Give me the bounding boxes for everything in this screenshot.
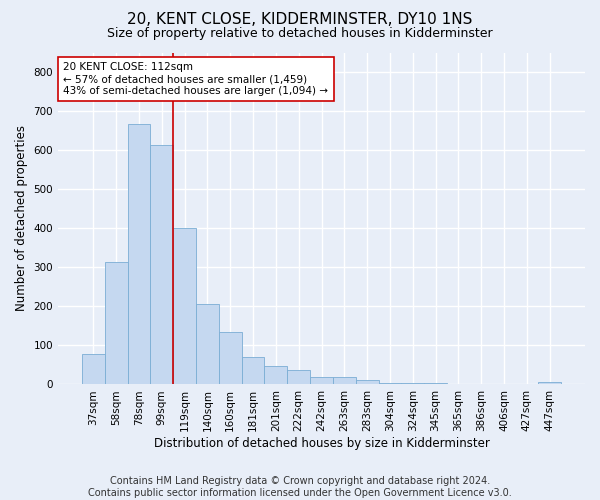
Bar: [105, 262, 128, 384]
Bar: [242, 357, 265, 384]
Bar: [173, 228, 196, 384]
Bar: [401, 382, 424, 384]
Bar: [128, 124, 151, 384]
Bar: [538, 382, 561, 384]
X-axis label: Distribution of detached houses by size in Kidderminster: Distribution of detached houses by size …: [154, 437, 490, 450]
Text: Size of property relative to detached houses in Kidderminster: Size of property relative to detached ho…: [107, 28, 493, 40]
Bar: [151, 144, 173, 384]
Bar: [379, 382, 401, 384]
Bar: [424, 382, 447, 384]
Bar: [287, 370, 310, 384]
Bar: [265, 366, 287, 384]
Bar: [333, 376, 356, 384]
Text: 20, KENT CLOSE, KIDDERMINSTER, DY10 1NS: 20, KENT CLOSE, KIDDERMINSTER, DY10 1NS: [127, 12, 473, 28]
Bar: [310, 376, 333, 384]
Y-axis label: Number of detached properties: Number of detached properties: [15, 126, 28, 312]
Text: Contains HM Land Registry data © Crown copyright and database right 2024.
Contai: Contains HM Land Registry data © Crown c…: [88, 476, 512, 498]
Bar: [196, 304, 219, 384]
Bar: [219, 332, 242, 384]
Bar: [356, 380, 379, 384]
Text: 20 KENT CLOSE: 112sqm
← 57% of detached houses are smaller (1,459)
43% of semi-d: 20 KENT CLOSE: 112sqm ← 57% of detached …: [64, 62, 328, 96]
Bar: [82, 354, 105, 384]
